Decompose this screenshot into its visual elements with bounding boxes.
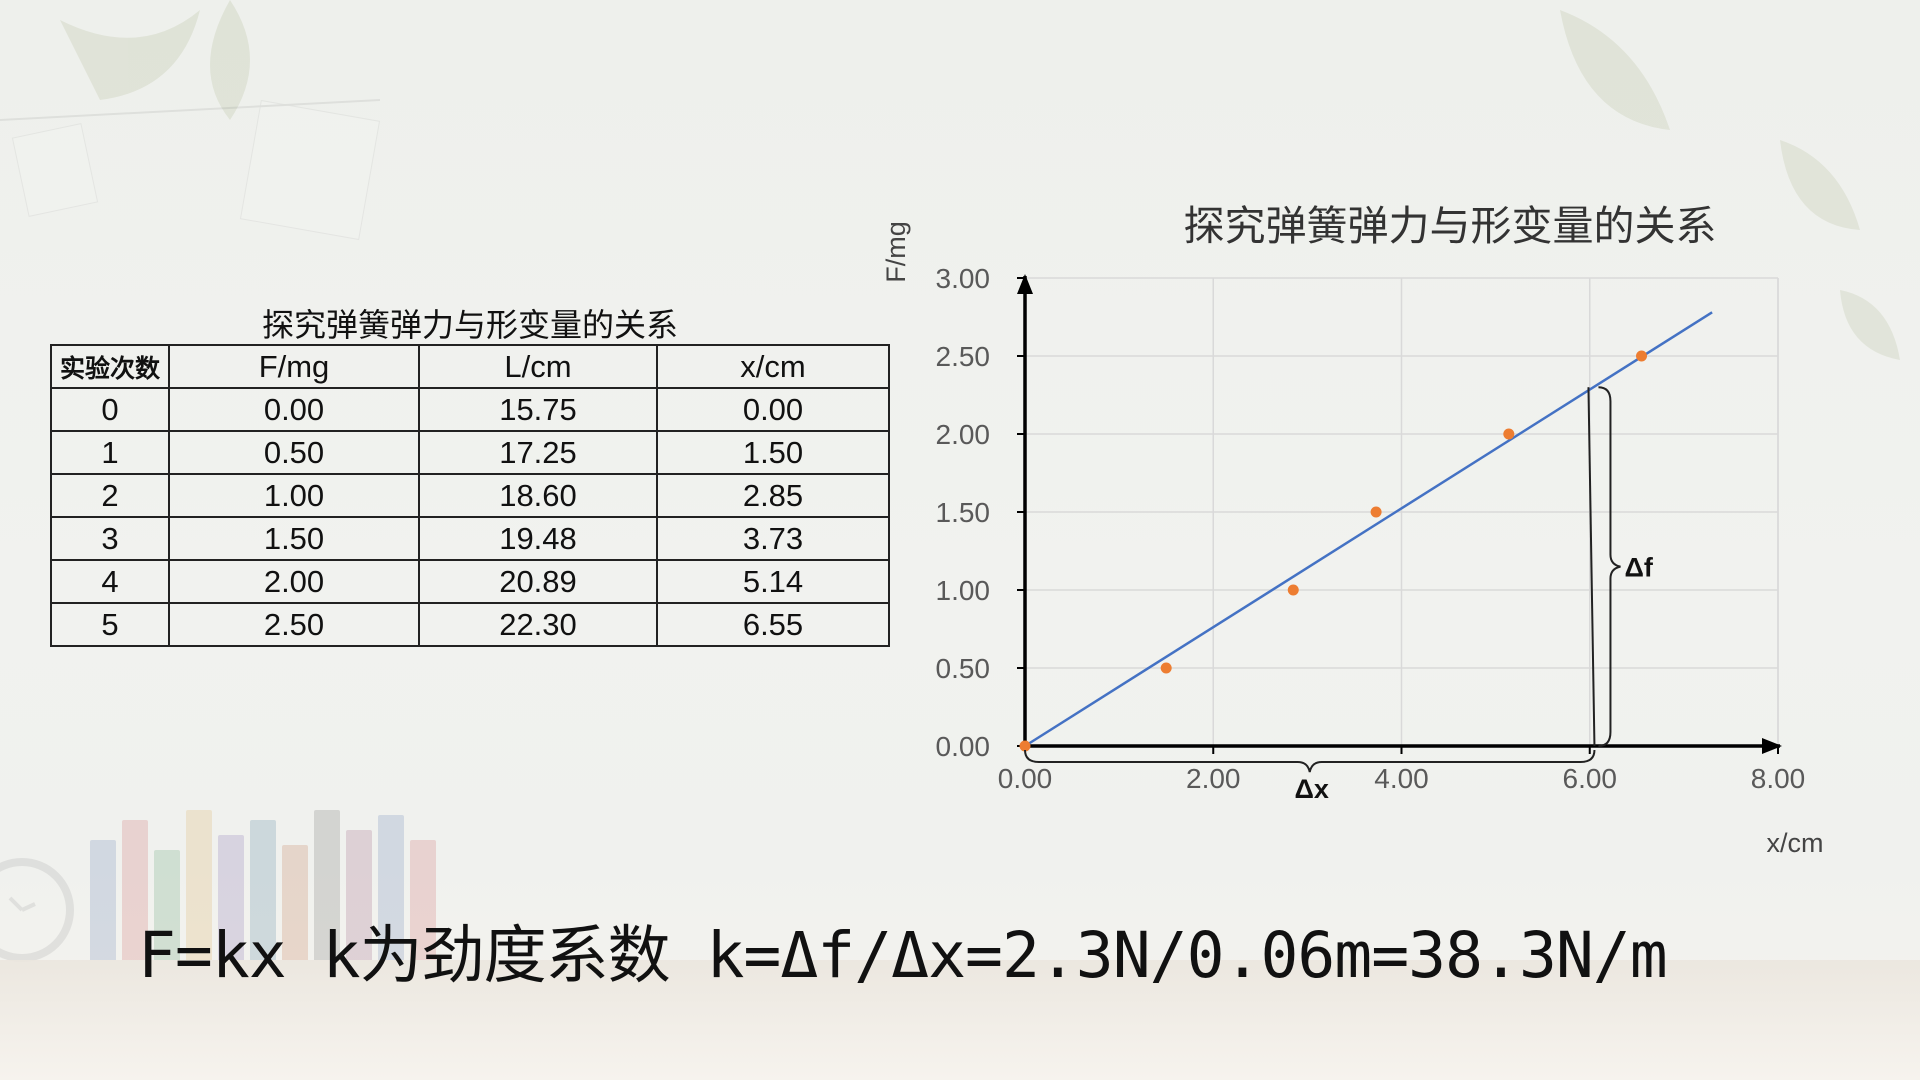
table-cell: 19.48 bbox=[418, 516, 658, 561]
header-cell: L/cm bbox=[418, 344, 658, 389]
bookshelf-decoration bbox=[90, 810, 470, 960]
x-axis-label: x/cm bbox=[1767, 828, 1824, 858]
delta-f-brace bbox=[1598, 386, 1621, 747]
trendline bbox=[1024, 311, 1713, 748]
table-cell: 20.89 bbox=[418, 559, 658, 604]
y-tick-label: 2.50 bbox=[936, 341, 991, 372]
table-cell: 6.55 bbox=[656, 602, 890, 647]
y-axis-arrow bbox=[1017, 274, 1033, 294]
x-tick-label: 8.00 bbox=[1751, 763, 1806, 794]
data-point bbox=[1160, 662, 1172, 674]
data-point bbox=[1287, 584, 1299, 596]
table-cell: 2 bbox=[50, 473, 170, 518]
table-cell: 0.00 bbox=[656, 387, 890, 432]
data-point bbox=[1019, 740, 1031, 752]
table-row: 5 2.50 22.30 6.55 bbox=[50, 602, 890, 647]
header-cell: x/cm bbox=[656, 344, 890, 389]
delta-guide-line bbox=[1587, 387, 1596, 747]
y-tick-label: 1.50 bbox=[936, 497, 991, 528]
delta-x-label: Δx bbox=[1295, 774, 1329, 804]
data-table: 实验次数 F/mg L/cm x/cm 0 0.00 15.75 0.00 1 … bbox=[50, 344, 890, 647]
table-row: 1 0.50 17.25 1.50 bbox=[50, 430, 890, 475]
table-title: 探究弹簧弹力与形变量的关系 bbox=[261, 306, 678, 344]
y-tick-label: 2.00 bbox=[936, 419, 991, 450]
formula-text: F=kx k为劲度系数 k=Δf/Δx=2.3N/0.06m=38.3N/m bbox=[138, 919, 1668, 992]
table-cell: 1.50 bbox=[656, 430, 890, 475]
shelf-decoration bbox=[0, 960, 1920, 1080]
table-header-row: 实验次数 F/mg L/cm x/cm bbox=[50, 344, 890, 389]
table-cell: 18.60 bbox=[418, 473, 658, 518]
delta-x-brace bbox=[1024, 749, 1596, 773]
x-tick-label: 2.00 bbox=[1186, 763, 1241, 794]
table-row: 2 1.00 18.60 2.85 bbox=[50, 473, 890, 518]
y-tick-label: 1.00 bbox=[936, 575, 991, 606]
table-cell: 1.50 bbox=[168, 516, 420, 561]
table-cell: 17.25 bbox=[418, 430, 658, 475]
table-cell: 1 bbox=[50, 430, 170, 475]
table-cell: 0.00 bbox=[168, 387, 420, 432]
table-cell: 15.75 bbox=[418, 387, 658, 432]
table-cell: 1.00 bbox=[168, 473, 420, 518]
table-cell: 4 bbox=[50, 559, 170, 604]
y-tick-label: 0.50 bbox=[936, 653, 991, 684]
x-tick-label: 0.00 bbox=[998, 763, 1053, 794]
table-cell: 3.73 bbox=[656, 516, 890, 561]
y-tick-label: 3.00 bbox=[936, 263, 991, 294]
table-cell: 5.14 bbox=[656, 559, 890, 604]
table-cell: 22.30 bbox=[418, 602, 658, 647]
x-tick-label: 4.00 bbox=[1374, 763, 1429, 794]
data-point bbox=[1370, 506, 1382, 518]
data-point bbox=[1636, 350, 1648, 362]
x-axis-arrow bbox=[1762, 738, 1782, 754]
table-cell: 0.50 bbox=[168, 430, 420, 475]
header-cell: F/mg bbox=[168, 344, 420, 389]
chart-title: 探究弹簧弹力与形变量的关系 bbox=[1184, 202, 1717, 250]
table-cell: 0 bbox=[50, 387, 170, 432]
table-cell: 2.00 bbox=[168, 559, 420, 604]
delta-f-label: Δf bbox=[1624, 553, 1653, 583]
table-row: 0 0.00 15.75 0.00 bbox=[50, 387, 890, 432]
y-axis-label: F/mg bbox=[881, 221, 911, 283]
table-cell: 2.85 bbox=[656, 473, 890, 518]
table-row: 3 1.50 19.48 3.73 bbox=[50, 516, 890, 561]
table-row: 4 2.00 20.89 5.14 bbox=[50, 559, 890, 604]
header-cell: 实验次数 bbox=[50, 344, 170, 389]
y-tick-label: 0.00 bbox=[936, 731, 991, 762]
data-point bbox=[1503, 428, 1515, 440]
table-cell: 3 bbox=[50, 516, 170, 561]
x-tick-label: 6.00 bbox=[1563, 763, 1618, 794]
table-cell: 5 bbox=[50, 602, 170, 647]
table-cell: 2.50 bbox=[168, 602, 420, 647]
